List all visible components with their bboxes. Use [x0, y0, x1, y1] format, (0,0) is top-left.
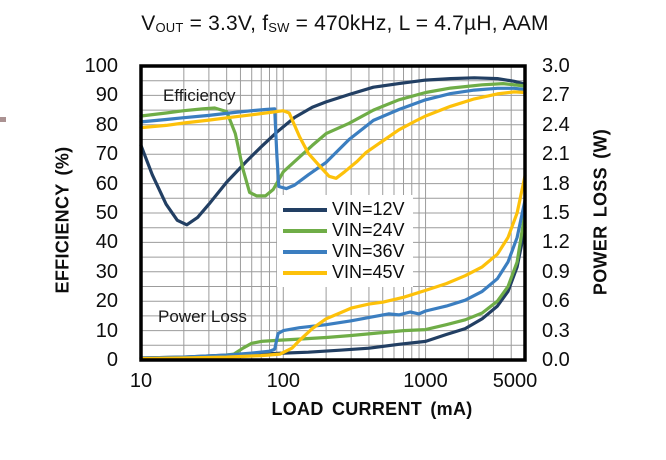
power-loss-curve-vin-36v — [139, 198, 527, 360]
y-left-tick-label: 90 — [95, 84, 118, 107]
chart-title: VOUT = 3.3V, fSW = 470kHz, L = 4.7µH, AA… — [141, 12, 548, 36]
y-right-tick-label: 1.2 — [542, 231, 570, 254]
title-subscript: OUT — [155, 20, 184, 35]
y-right-tick-label: 1.5 — [542, 202, 570, 224]
title-text: = 470kHz, L = 4.7µH, AAM — [289, 12, 549, 35]
legend-swatch — [283, 207, 327, 212]
plot-border — [139, 64, 527, 362]
plot-area — [139, 64, 527, 362]
title-text: = 3.3V, f — [183, 12, 269, 35]
x-tick-label: 100 — [266, 370, 300, 392]
efficiency-curve-vin-12v — [139, 76, 527, 227]
power-loss-curve-vin-24v — [139, 211, 527, 361]
legend-label: VIN=36V — [332, 241, 405, 261]
x-tick-label: 5000 — [492, 370, 538, 392]
x-tick-label: 10 — [129, 370, 153, 392]
y-left-tick-label: 50 — [95, 202, 118, 224]
title-text: V — [141, 12, 156, 35]
x-tick-label: 1000 — [403, 370, 448, 392]
legend-item: VIN=12V — [283, 199, 405, 220]
y-right-tick-label: 2.4 — [542, 113, 570, 136]
legend-item: VIN=36V — [283, 241, 405, 262]
legend-label: VIN=45V — [332, 262, 405, 282]
y-left-tick-label: 30 — [95, 260, 118, 283]
y-left-tick-label: 40 — [95, 231, 118, 254]
legend-item: VIN=24V — [283, 220, 405, 241]
x-axis-title: LOAD CURRENT (mA) — [271, 399, 473, 419]
legend: VIN=12V VIN=24V VIN=36V VIN=45V — [277, 195, 413, 287]
y-left-tick-label: 10 — [95, 319, 118, 342]
y-left-tick-label: 100 — [84, 55, 118, 77]
efficiency-curve-vin-45v — [139, 90, 527, 180]
y-right-tick-label: 0.3 — [542, 319, 570, 342]
y-left-tick-label: 20 — [95, 290, 118, 313]
y-left-tick-label: 70 — [95, 143, 118, 166]
y-right-tick-label: 0.0 — [542, 349, 570, 371]
y-right-tick-label: 1.8 — [542, 172, 570, 195]
legend-swatch — [283, 270, 327, 275]
y-left-tick-label: 0 — [106, 349, 118, 371]
y-right-tick-label: 2.1 — [542, 143, 570, 166]
y-left-tick-label: 80 — [95, 113, 118, 136]
right-axis-title: POWER LOSS (W) — [590, 128, 611, 296]
legend-swatch — [283, 228, 327, 233]
power-loss-curve-vin-45v — [139, 174, 527, 361]
title-subscript: SW — [268, 20, 290, 35]
legend-label: VIN=12V — [332, 199, 405, 219]
legend-label: VIN=24V — [332, 220, 405, 240]
y-left-tick-label: 60 — [95, 172, 118, 195]
y-right-tick-label: 3.0 — [542, 55, 570, 77]
y-right-tick-label: 2.7 — [542, 84, 570, 107]
y-right-tick-label: 0.9 — [542, 260, 570, 283]
y-right-tick-label: 0.6 — [542, 290, 570, 313]
legend-item: VIN=45V — [283, 262, 405, 283]
edge-artifact — [0, 117, 6, 122]
efficiency-curve-vin-36v — [139, 86, 527, 191]
annotation-power-loss: Power Loss — [158, 307, 247, 326]
legend-swatch — [283, 249, 327, 254]
annotation-efficiency: Efficiency — [163, 86, 236, 105]
